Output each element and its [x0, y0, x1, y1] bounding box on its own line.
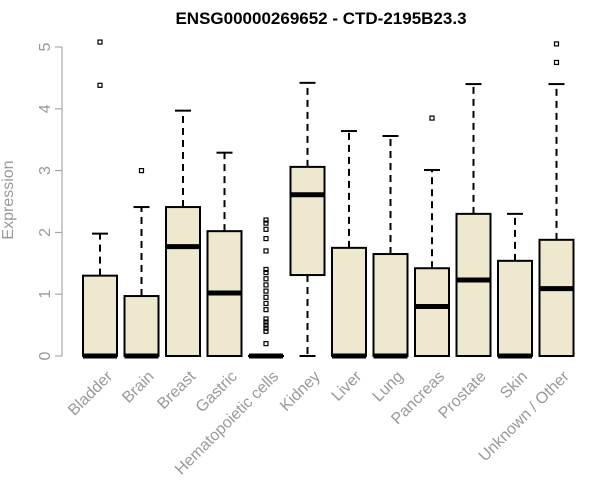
outlier-point: [97, 39, 103, 45]
box-body: [123, 295, 160, 357]
outlier-point: [263, 300, 269, 307]
box-body: [538, 238, 575, 357]
x-tick-label: Lung: [369, 368, 406, 405]
box-breast: [165, 109, 201, 357]
outlier-point: [263, 341, 269, 347]
box-prostate: [455, 83, 492, 357]
box-lung: [372, 134, 409, 359]
y-axis: 0 1 2 3 4 5: [37, 42, 63, 360]
outlier-point: [138, 168, 145, 174]
outlier-point: [263, 226, 269, 232]
box-body: [331, 246, 367, 358]
outlier-point: [263, 325, 269, 331]
box-body: [372, 253, 409, 357]
y-tick-label: 5: [37, 42, 54, 51]
box-body: [165, 206, 201, 357]
box-pancreas: [414, 115, 450, 357]
box-unknown-other: [538, 41, 575, 357]
x-tick-label: Kidney: [277, 368, 324, 415]
y-tick-label: 3: [37, 166, 54, 175]
y-tick-label: 1: [37, 290, 54, 299]
outlier-point: [263, 248, 269, 254]
box-body: [455, 212, 492, 357]
boxes: [82, 39, 575, 359]
box-skin: [497, 212, 533, 359]
outlier-point: [263, 282, 269, 288]
outlier-point: [263, 307, 269, 313]
outlier-point: [263, 269, 269, 276]
x-tick-label: Breast: [154, 368, 199, 413]
outlier-point: [263, 217, 269, 223]
box-body: [414, 267, 450, 357]
outlier-point: [263, 294, 269, 300]
chart-title: ENSG00000269652 - CTD-2195B23.3: [175, 9, 466, 28]
x-tick-label: Brain: [119, 368, 157, 406]
outlier-point: [97, 82, 103, 88]
box-brain: [123, 168, 160, 359]
box-body: [82, 274, 118, 357]
outlier-point: [263, 220, 269, 226]
outlier-point: [263, 322, 269, 328]
box-gastric: [206, 151, 243, 357]
y-tick-label: 4: [37, 104, 54, 113]
box-body: [497, 259, 533, 357]
box-body: [289, 165, 326, 277]
outlier-point: [263, 276, 269, 282]
outlier-point: [553, 59, 560, 66]
outlier-point: [553, 41, 560, 47]
outlier-point: [263, 316, 269, 322]
y-tick-label: 0: [37, 351, 54, 360]
box-bladder: [82, 39, 118, 359]
box-liver: [331, 130, 367, 359]
x-tick-label: Liver: [329, 368, 366, 405]
outlier-point: [263, 319, 269, 325]
x-tick-label: Bladder: [65, 368, 116, 419]
y-tick-label: 2: [37, 228, 54, 237]
box-hematopoietic-cells: [248, 217, 284, 359]
y-axis-label: Expression: [0, 160, 17, 239]
outlier-point: [263, 235, 269, 242]
x-tick-label: Skin: [497, 368, 531, 402]
outlier-point: [429, 115, 435, 121]
outlier-point: [263, 266, 269, 273]
box-kidney: [289, 81, 326, 357]
outlier-point: [263, 328, 269, 334]
outlier-point: [263, 288, 269, 294]
